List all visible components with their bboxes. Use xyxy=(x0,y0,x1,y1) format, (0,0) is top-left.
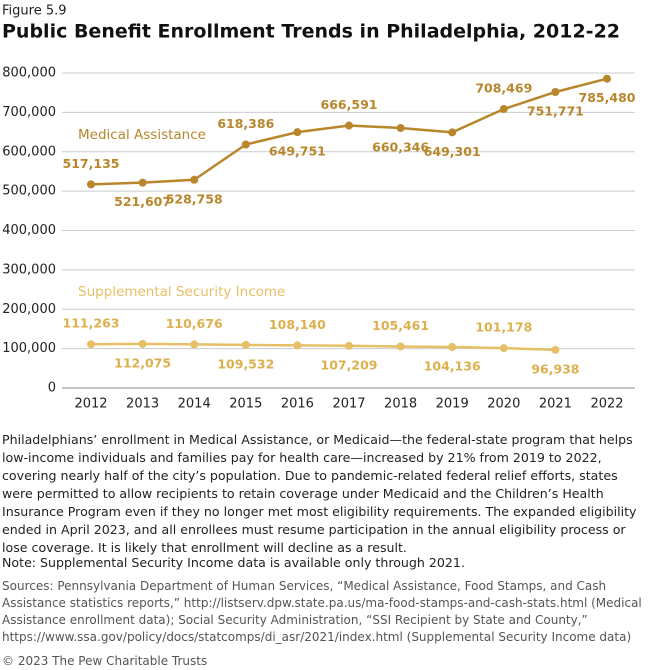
x-tick-label: 2018 xyxy=(384,397,417,412)
y-tick-label: 500,000 xyxy=(2,184,56,199)
data-label: 660,346 xyxy=(372,139,429,154)
x-tick-label: 2016 xyxy=(281,397,314,412)
data-label: 108,140 xyxy=(269,317,326,332)
x-tick-label: 2022 xyxy=(590,397,623,412)
series-line xyxy=(90,342,556,352)
data-point xyxy=(138,178,147,187)
data-point xyxy=(345,121,353,130)
data-label: 104,136 xyxy=(424,358,481,373)
data-label: 101,178 xyxy=(475,320,532,335)
data-label: 708,469 xyxy=(475,81,532,96)
x-tick-label: 2019 xyxy=(436,397,469,412)
data-point xyxy=(241,340,250,349)
data-point xyxy=(448,342,457,351)
x-tick-label: 2012 xyxy=(74,397,107,412)
data-point xyxy=(87,340,95,349)
y-tick-label: 100,000 xyxy=(2,341,56,356)
data-point xyxy=(190,175,199,184)
description: Philadelphians’ enrollment in Medical As… xyxy=(2,432,637,555)
data-label: 112,075 xyxy=(114,355,171,370)
data-point xyxy=(138,339,147,348)
data-point xyxy=(345,341,353,350)
data-label: 110,676 xyxy=(166,316,223,331)
chart: Figure 5.9 Public Benefit Enrollment Tre… xyxy=(2,4,636,412)
data-label: 528,758 xyxy=(166,191,223,206)
note: Note: Supplemental Security Income data … xyxy=(2,555,465,570)
data-label: 105,461 xyxy=(372,318,429,333)
data-label: 521,607 xyxy=(114,194,171,209)
data-point xyxy=(499,344,508,353)
data-point xyxy=(448,128,457,137)
data-label: 517,135 xyxy=(63,156,120,171)
y-tick-label: 300,000 xyxy=(2,262,56,277)
data-point xyxy=(293,128,302,137)
x-tick-label: 2020 xyxy=(487,397,520,412)
y-tick-label: 600,000 xyxy=(2,144,56,159)
data-label: 649,751 xyxy=(269,144,326,159)
data-point xyxy=(396,342,405,351)
data-label: 111,263 xyxy=(63,316,120,331)
data-label: 109,532 xyxy=(217,356,274,371)
data-point xyxy=(551,345,560,354)
data-point xyxy=(603,74,611,83)
sources: Sources: Pennsylvania Department of Huma… xyxy=(2,579,642,644)
copyright: © 2023 The Pew Charitable Trusts xyxy=(2,654,208,668)
data-label: 649,301 xyxy=(424,144,481,159)
x-tick-label: 2021 xyxy=(539,397,572,412)
data-label: 666,591 xyxy=(321,97,378,112)
data-point xyxy=(396,123,405,132)
y-tick-label: 800,000 xyxy=(2,66,56,81)
data-point xyxy=(190,340,199,349)
y-tick-label: 700,000 xyxy=(2,105,56,120)
x-tick-label: 2017 xyxy=(332,397,365,412)
figure-label: Figure 5.9 xyxy=(2,4,67,19)
data-point xyxy=(499,105,508,114)
y-tick-label: 200,000 xyxy=(2,302,56,317)
x-tick-label: 2015 xyxy=(229,397,262,412)
data-label: 107,209 xyxy=(321,357,378,372)
x-tick-label: 2014 xyxy=(178,397,211,412)
data-label: 618,386 xyxy=(217,116,274,131)
data-point xyxy=(87,180,95,189)
data-label: 751,771 xyxy=(527,103,584,118)
series-label: Supplemental Security Income xyxy=(78,284,285,300)
chart-title: Public Benefit Enrollment Trends in Phil… xyxy=(2,21,620,43)
data-point xyxy=(293,341,302,350)
data-label: 96,938 xyxy=(531,361,579,376)
series-label: Medical Assistance xyxy=(78,127,206,143)
x-tick-label: 2013 xyxy=(126,397,159,412)
data-label: 785,480 xyxy=(579,90,636,105)
y-tick-label: 400,000 xyxy=(2,223,56,238)
data-point xyxy=(551,87,560,96)
data-point xyxy=(241,140,250,149)
y-tick-label: 0 xyxy=(48,381,56,396)
